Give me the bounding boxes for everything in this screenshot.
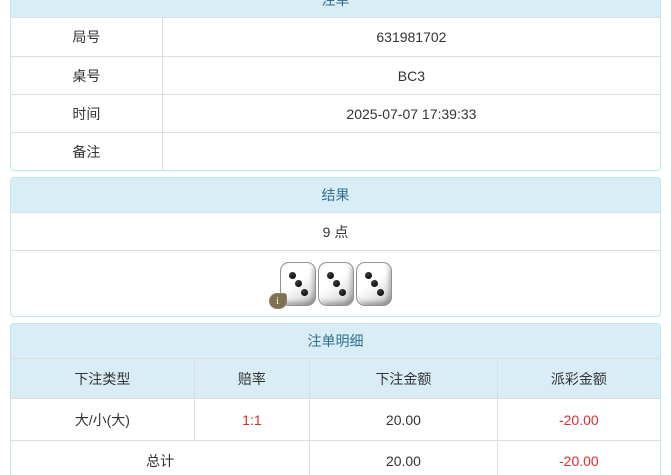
info-badge-icon[interactable]: i — [268, 292, 287, 309]
col-header-bet-type: 下注类型 — [11, 359, 195, 398]
total-label: 总计 — [11, 441, 311, 475]
die-3-wrap — [355, 261, 392, 306]
bet-info-panel-title: 注单 — [11, 0, 660, 18]
bet-row: 大/小(大) 1:1 20.00 -20.00 — [11, 398, 660, 440]
total-bet-amount: 20.00 — [310, 441, 498, 475]
die-face-3-icon — [355, 261, 392, 306]
info-value-round-id: 631981702 — [376, 29, 447, 45]
die-pip — [288, 271, 296, 279]
dice-row: i — [11, 250, 660, 316]
die-pip — [332, 280, 340, 288]
info-value-table-id: BC3 — [397, 67, 426, 84]
info-value-remark — [163, 133, 660, 170]
die-2-wrap — [317, 261, 354, 306]
total-payout: -20.00 — [559, 453, 599, 469]
col-header-odds: 赔率 — [195, 359, 311, 398]
bets-header-row: 下注类型 赔率 下注金额 派彩金额 — [11, 359, 660, 398]
die-pip — [300, 288, 308, 296]
table-row: 9 点 — [11, 213, 660, 250]
info-value-time: 2025-07-07 17:39:33 — [346, 105, 477, 122]
info-label-time: 时间 — [11, 95, 163, 132]
odds-cell: 1:1 — [195, 399, 311, 440]
table-row: 时间 2025-07-07 17:39:33 — [11, 94, 660, 132]
table-row: 桌号 BC3 — [11, 56, 660, 94]
bet-amount-cell: 20.00 — [310, 399, 498, 440]
die-1-wrap: i — [268, 261, 316, 309]
bet-details-panel: 注单明细 下注类型 赔率 下注金额 派彩金额 大/小(大) 1:1 20.00 … — [10, 323, 661, 475]
die-pip — [376, 288, 384, 296]
die-pip — [294, 280, 302, 288]
bet-details-panel-title: 注单明细 — [11, 324, 660, 359]
table-row: 备注 — [11, 132, 660, 170]
result-panel-title: 结果 — [11, 178, 660, 213]
bet-type-cell: 大/小(大) — [11, 399, 195, 440]
col-header-payout: 派彩金额 — [550, 370, 607, 387]
die-pip — [370, 280, 378, 288]
info-label-remark: 备注 — [11, 133, 163, 170]
die-pip — [326, 271, 334, 279]
table-row: 局号 631981702 — [11, 18, 660, 56]
die-pip — [364, 271, 372, 279]
die-pip — [338, 288, 346, 296]
info-label-round-id: 局号 — [11, 18, 163, 56]
result-points: 9 点 — [322, 223, 349, 240]
total-row: 总计 20.00 -20.00 — [11, 440, 660, 475]
bet-info-panel: 注单 局号 631981702 桌号 BC3 时间 2025-07-07 17:… — [10, 0, 661, 171]
info-label-table-id: 桌号 — [11, 57, 163, 94]
die-face-3-icon — [317, 261, 354, 306]
result-panel: 结果 9 点 i — [10, 177, 661, 317]
col-header-bet-amount: 下注金额 — [310, 359, 498, 398]
payout-cell: -20.00 — [558, 411, 599, 428]
